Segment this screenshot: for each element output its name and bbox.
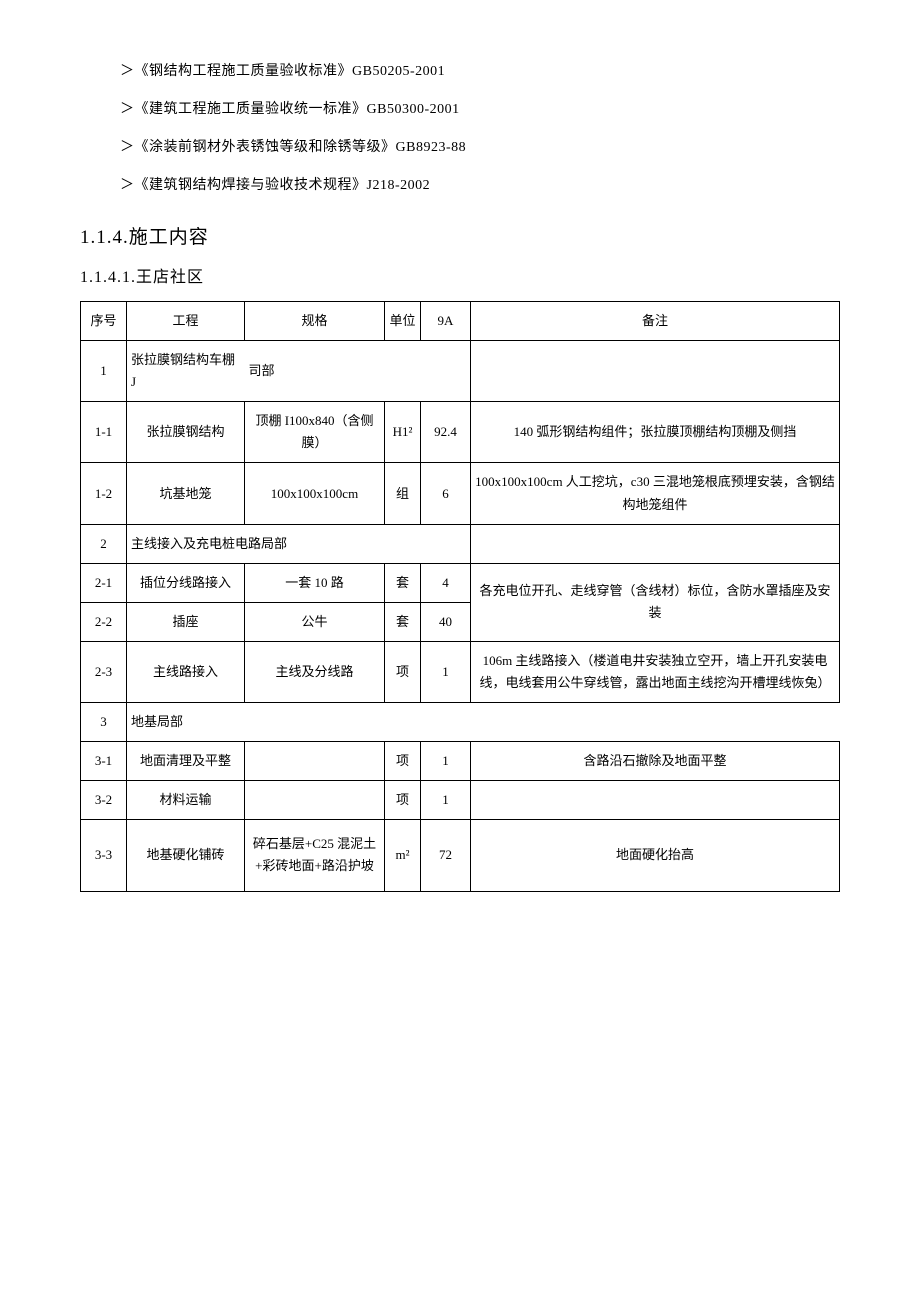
cell-note: 含路沿石撤除及地面平整 [471, 742, 840, 781]
col-note: 备注 [471, 302, 840, 341]
cell-qty: 72 [421, 820, 471, 891]
reference-item: ＞《建筑工程施工质量验收统一标准》GB50300-2001 [120, 98, 840, 118]
cell-seq: 1-1 [81, 402, 127, 463]
group-label-cont: 司部 [245, 341, 471, 402]
cell-proj: 主线路接入 [127, 641, 245, 702]
cell-proj: 张拉膜钢结构 [127, 402, 245, 463]
construction-table: 序号 工程 规格 单位 9A 备注 1 张拉膜钢结构车棚 J 司部 1-1 张拉… [80, 301, 840, 892]
cell-seq: 3 [81, 703, 127, 742]
cell-seq: 1 [81, 341, 127, 402]
cell-qty: 1 [421, 742, 471, 781]
cell-note: 地面硬化抬高 [471, 820, 840, 891]
table-row: 3-2 材料运输 项 1 [81, 781, 840, 820]
group-header-row: 3 地基局部 [81, 703, 840, 742]
cell-spec [245, 781, 385, 820]
cell-qty: 92.4 [421, 402, 471, 463]
col-seq: 序号 [81, 302, 127, 341]
group-label: 地基局部 [127, 703, 840, 742]
reference-item: ＞《钢结构工程施工质量验收标准》GB50205-2001 [120, 60, 840, 80]
cell-unit: H1² [385, 402, 421, 463]
cell-spec: 顶棚 I100x840（含侧膜） [245, 402, 385, 463]
table-header-row: 序号 工程 规格 单位 9A 备注 [81, 302, 840, 341]
cell-spec: 主线及分线路 [245, 641, 385, 702]
cell-seq: 2-2 [81, 602, 127, 641]
cell-unit: 项 [385, 781, 421, 820]
group-header-row: 2 主线接入及充电桩电路局部 [81, 524, 840, 563]
table-row: 3-1 地面清理及平整 项 1 含路沿石撤除及地面平整 [81, 742, 840, 781]
table-row: 2-3 主线路接入 主线及分线路 项 1 106m 主线路接入（楼道电井安装独立… [81, 641, 840, 702]
cell-spec: 公牛 [245, 602, 385, 641]
cell-note: 106m 主线路接入（楼道电井安装独立空开，墙上开孔安装电线，电线套用公牛穿线管… [471, 641, 840, 702]
table-row: 1-2 坑基地笼 100x100x100cm 组 6 100x100x100cm… [81, 463, 840, 524]
cell-unit: 项 [385, 742, 421, 781]
cell-note: 140 弧形钢结构组件；张拉膜顶棚结构顶棚及侧挡 [471, 402, 840, 463]
cell-qty: 40 [421, 602, 471, 641]
col-spec: 规格 [245, 302, 385, 341]
cell-spec: 一套 10 路 [245, 563, 385, 602]
cell-spec [245, 742, 385, 781]
col-proj: 工程 [127, 302, 245, 341]
cell-proj: 地基硬化铺砖 [127, 820, 245, 891]
cell-note: 各充电位开孔、走线穿管（含线材）标位，含防水罩插座及安装 [471, 563, 840, 641]
group-header-row: 1 张拉膜钢结构车棚 J 司部 [81, 341, 840, 402]
cell-note: 100x100x100cm 人工挖坑，c30 三混地笼根底预埋安装，含钢结构地笼… [471, 463, 840, 524]
sub-heading: 1.1.4.1.王店社区 [80, 263, 840, 287]
cell-proj: 地面清理及平整 [127, 742, 245, 781]
cell-spec: 碎石基层+C25 混泥土+彩砖地面+路沿护坡 [245, 820, 385, 891]
cell-seq: 2-1 [81, 563, 127, 602]
cell-proj: 材料运输 [127, 781, 245, 820]
cell-note [471, 341, 840, 402]
cell-spec: 100x100x100cm [245, 463, 385, 524]
table-row: 3-3 地基硬化铺砖 碎石基层+C25 混泥土+彩砖地面+路沿护坡 m² 72 … [81, 820, 840, 891]
group-label: 主线接入及充电桩电路局部 [127, 524, 471, 563]
cell-unit: 套 [385, 602, 421, 641]
cell-seq: 3-3 [81, 820, 127, 891]
cell-seq: 3-1 [81, 742, 127, 781]
cell-seq: 2 [81, 524, 127, 563]
group-label: 张拉膜钢结构车棚 J [127, 341, 245, 402]
reference-item: ＞《建筑钢结构焊接与验收技术规程》J218-2002 [120, 174, 840, 194]
col-qty: 9A [421, 302, 471, 341]
cell-note [471, 781, 840, 820]
cell-proj: 插位分线路接入 [127, 563, 245, 602]
cell-unit: 项 [385, 641, 421, 702]
col-unit: 单位 [385, 302, 421, 341]
cell-qty: 1 [421, 781, 471, 820]
cell-seq: 3-2 [81, 781, 127, 820]
cell-seq: 1-2 [81, 463, 127, 524]
table-row: 1-1 张拉膜钢结构 顶棚 I100x840（含侧膜） H1² 92.4 140… [81, 402, 840, 463]
cell-unit: 套 [385, 563, 421, 602]
cell-proj: 插座 [127, 602, 245, 641]
cell-qty: 1 [421, 641, 471, 702]
cell-qty: 4 [421, 563, 471, 602]
references-list: ＞《钢结构工程施工质量验收标准》GB50205-2001 ＞《建筑工程施工质量验… [80, 60, 840, 194]
cell-note [471, 524, 840, 563]
section-heading: 1.1.4.施工内容 [80, 222, 840, 249]
cell-qty: 6 [421, 463, 471, 524]
table-row: 2-1 插位分线路接入 一套 10 路 套 4 各充电位开孔、走线穿管（含线材）… [81, 563, 840, 602]
reference-item: ＞《涂装前钢材外表锈蚀等级和除锈等级》GB8923-88 [120, 136, 840, 156]
cell-unit: m² [385, 820, 421, 891]
cell-unit: 组 [385, 463, 421, 524]
cell-seq: 2-3 [81, 641, 127, 702]
cell-proj: 坑基地笼 [127, 463, 245, 524]
